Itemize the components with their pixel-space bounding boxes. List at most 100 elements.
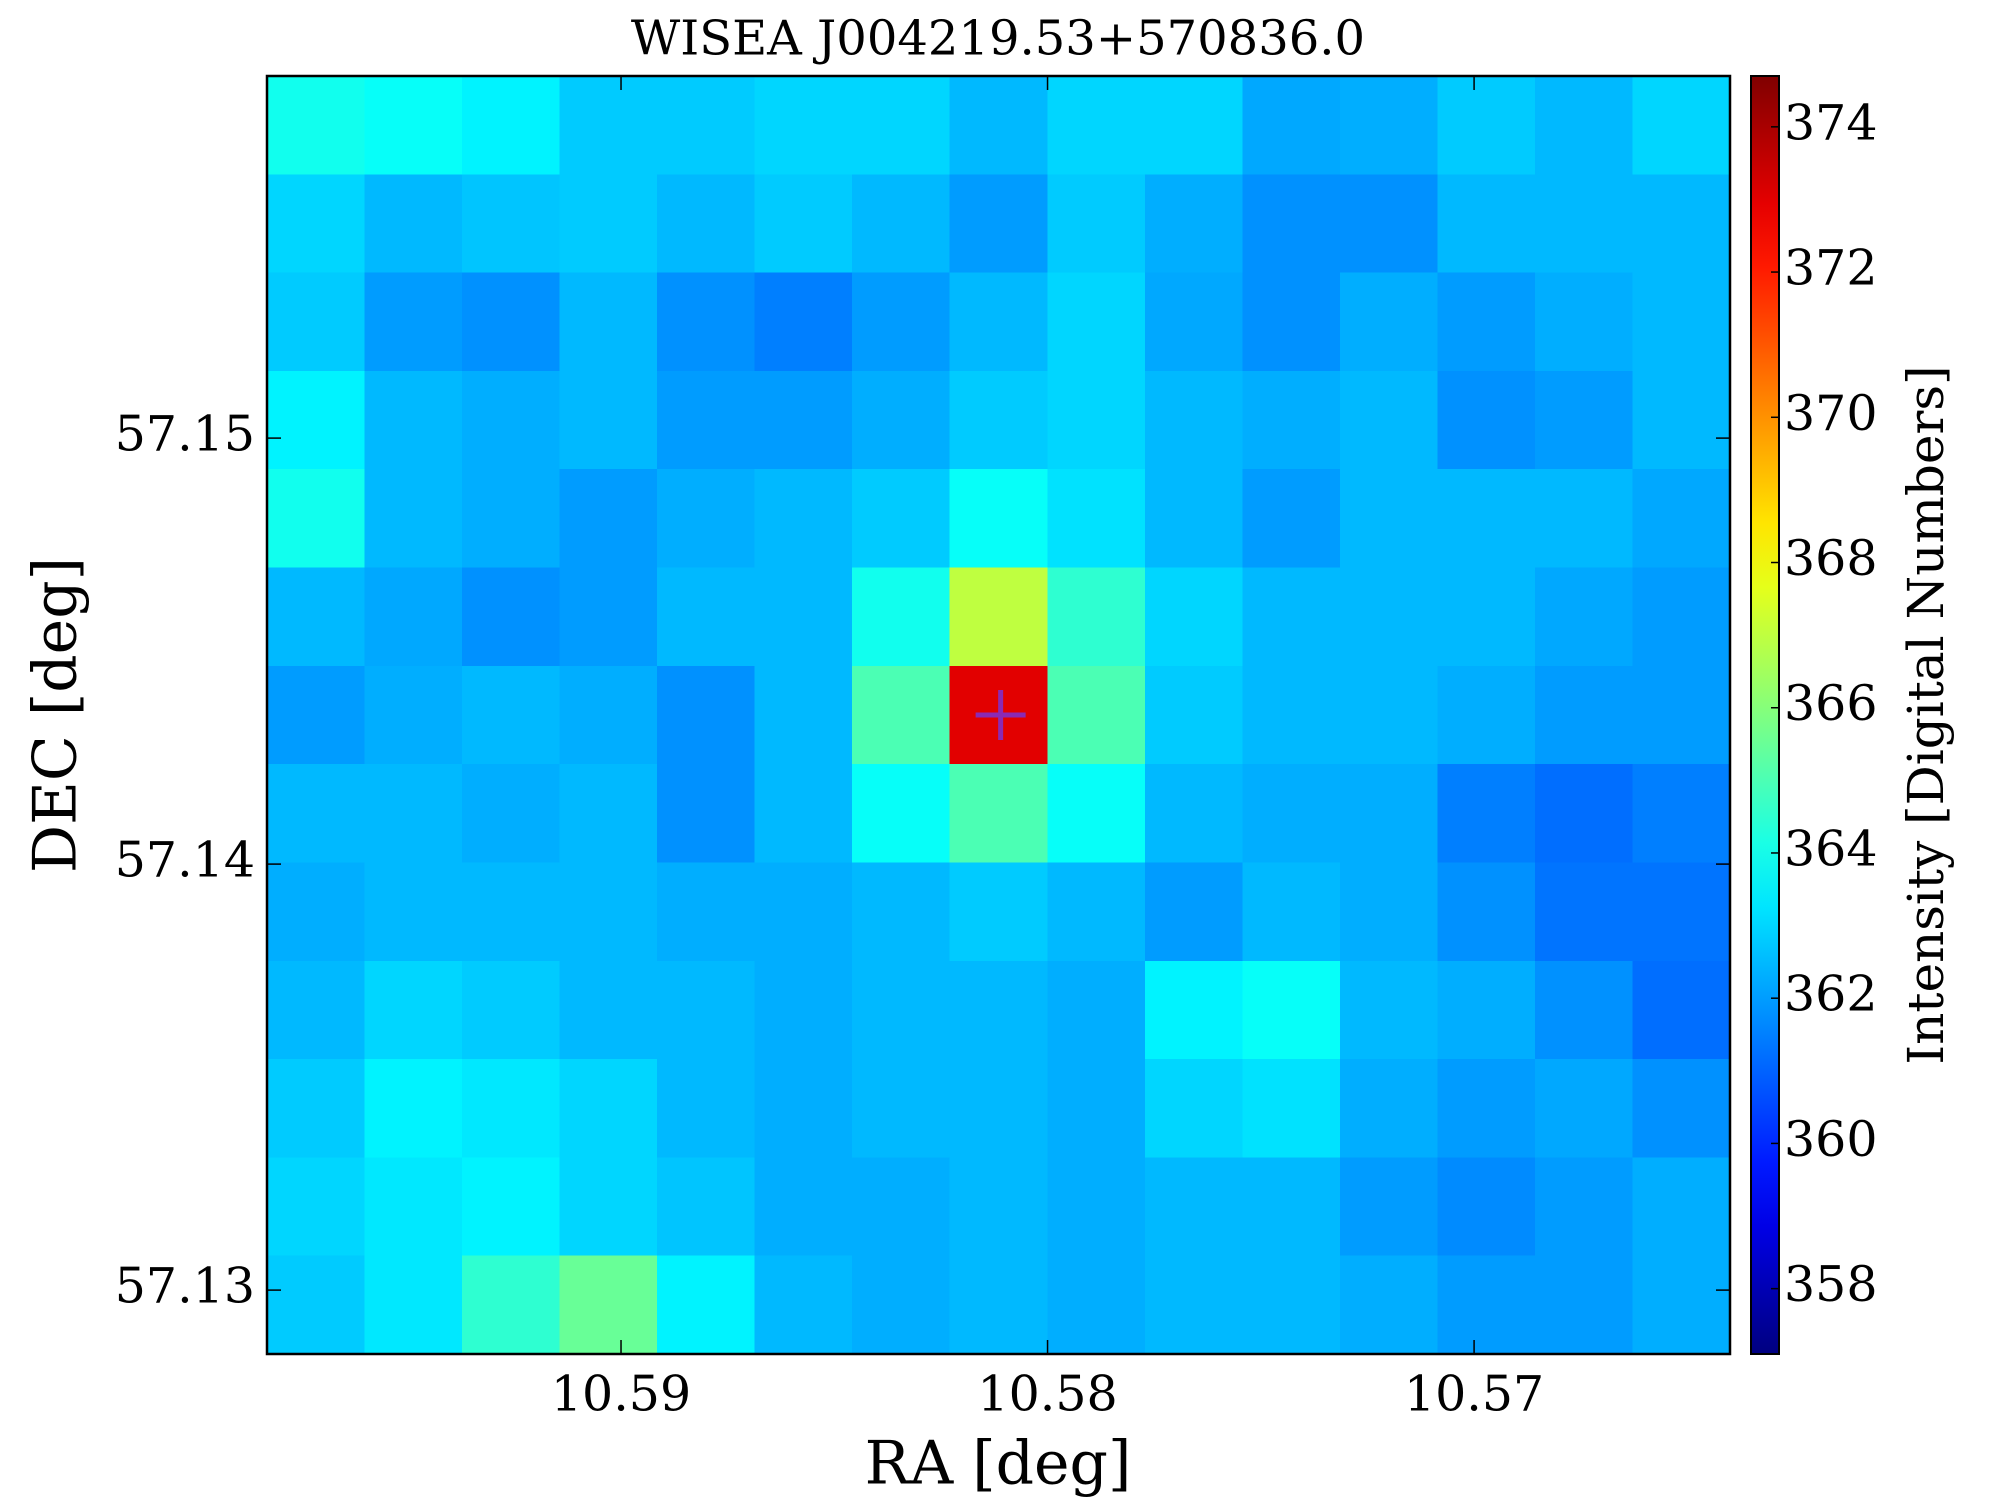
heatmap-cell bbox=[949, 1255, 1048, 1355]
heatmap-cell bbox=[364, 1157, 463, 1257]
heatmap-cell bbox=[267, 272, 366, 372]
heatmap-cell bbox=[364, 665, 463, 765]
heatmap-cell bbox=[949, 1157, 1048, 1257]
heatmap-cell bbox=[657, 1059, 756, 1158]
heatmap-cell bbox=[754, 76, 853, 175]
heatmap-cell bbox=[754, 272, 853, 372]
heatmap-cell bbox=[559, 567, 658, 667]
colorbar-tick-label: 358 bbox=[1784, 1256, 1878, 1313]
heatmap-cell bbox=[1534, 174, 1634, 274]
heatmap-cell bbox=[462, 1157, 561, 1257]
heatmap-cell bbox=[1534, 862, 1634, 962]
heatmap-cell bbox=[754, 370, 853, 470]
heatmap-cell bbox=[559, 469, 658, 569]
heatmap-cell bbox=[1047, 764, 1146, 864]
heatmap-cell bbox=[1047, 1059, 1146, 1158]
heatmap-cell bbox=[1534, 1157, 1634, 1257]
heatmap-cell bbox=[949, 174, 1048, 274]
heatmap-cell bbox=[462, 567, 561, 667]
heatmap-cell bbox=[1339, 1059, 1438, 1158]
heatmap-cell bbox=[852, 665, 951, 765]
heatmap-cell bbox=[1242, 370, 1341, 470]
heatmap-cell bbox=[852, 1059, 951, 1158]
heatmap-cell bbox=[1632, 764, 1731, 864]
colorbar-tick-label: 362 bbox=[1784, 966, 1878, 1023]
heatmap-cell bbox=[559, 665, 658, 765]
heatmap-cell bbox=[1437, 665, 1536, 765]
heatmap-cell bbox=[1242, 764, 1341, 864]
heatmap-cell bbox=[1339, 862, 1438, 962]
heatmap-cell bbox=[462, 1255, 561, 1355]
heatmap-cell bbox=[267, 174, 366, 274]
heatmap-cell bbox=[1632, 272, 1731, 372]
heatmap-cell bbox=[1242, 174, 1341, 274]
x-tick-label: 10.59 bbox=[551, 1366, 691, 1423]
heatmap-cell bbox=[852, 1157, 951, 1257]
y-axis-label: DEC [deg] bbox=[21, 557, 91, 873]
heatmap-cell bbox=[1534, 272, 1634, 372]
heatmap-cell bbox=[1242, 1059, 1341, 1158]
heatmap-cell bbox=[1144, 76, 1243, 175]
colorbar-tick-label: 366 bbox=[1784, 675, 1878, 732]
heatmap-cell bbox=[657, 370, 756, 470]
heatmap-cell bbox=[1242, 272, 1341, 372]
heatmap-cell bbox=[1339, 469, 1438, 569]
heatmap-cell bbox=[852, 567, 951, 667]
heatmap-cell bbox=[1632, 960, 1731, 1060]
heatmap-cell bbox=[754, 469, 853, 569]
colorbar-tick-label: 364 bbox=[1784, 820, 1878, 877]
heatmap-cell bbox=[1047, 960, 1146, 1060]
heatmap-cell bbox=[949, 272, 1048, 372]
heatmap-cell bbox=[267, 764, 366, 864]
heatmap-cell bbox=[852, 174, 951, 274]
heatmap-cell bbox=[462, 272, 561, 372]
heatmap-cell bbox=[852, 1255, 951, 1355]
heatmap-cell bbox=[364, 764, 463, 864]
heatmap-cell bbox=[364, 370, 463, 470]
heatmap-cell bbox=[754, 1157, 853, 1257]
colorbar-label: Intensity [Digital Numbers] bbox=[1897, 365, 1955, 1064]
heatmap-cell bbox=[657, 567, 756, 667]
heatmap-cell bbox=[267, 1059, 366, 1158]
heatmap-cell bbox=[1047, 567, 1146, 667]
heatmap-cell bbox=[1047, 174, 1146, 274]
y-tick-label: 57.13 bbox=[115, 1258, 255, 1315]
heatmap-cell bbox=[1242, 665, 1341, 765]
heatmap-cell bbox=[949, 960, 1048, 1060]
heatmap-cell bbox=[364, 567, 463, 667]
heatmap-cell bbox=[364, 76, 463, 175]
heatmap-cell bbox=[267, 1157, 366, 1257]
heatmap-cell bbox=[364, 174, 463, 274]
heatmap-cell bbox=[754, 665, 853, 765]
heatmap-cell bbox=[657, 960, 756, 1060]
heatmap-cell bbox=[1242, 1157, 1341, 1257]
heatmap-cell bbox=[1437, 1255, 1536, 1355]
heatmap-cell bbox=[1144, 1059, 1243, 1158]
heatmap-cell bbox=[462, 764, 561, 864]
heatmap-cell bbox=[1534, 567, 1634, 667]
heatmap-cell bbox=[267, 862, 366, 962]
heatmap-cell bbox=[1534, 665, 1634, 765]
heatmap-cell bbox=[462, 370, 561, 470]
heatmap-cell bbox=[1144, 862, 1243, 962]
heatmap-cell bbox=[657, 764, 756, 864]
heatmap-cell bbox=[559, 272, 658, 372]
heatmap-cell bbox=[1437, 1157, 1536, 1257]
plot-frame bbox=[265, 74, 1732, 1356]
heatmap-cell bbox=[1437, 469, 1536, 569]
heatmap-cell bbox=[1437, 174, 1536, 274]
heatmap-cell bbox=[1534, 76, 1634, 175]
heatmap-cell bbox=[1144, 567, 1243, 667]
heatmap-cell bbox=[657, 1157, 756, 1257]
heatmap-cell bbox=[1437, 567, 1536, 667]
heatmap-cell bbox=[1339, 174, 1438, 274]
heatmap-cell bbox=[559, 764, 658, 864]
heatmap-cell bbox=[949, 370, 1048, 470]
heatmap-cell bbox=[949, 1059, 1048, 1158]
heatmap-cell bbox=[462, 469, 561, 569]
heatmap-cell bbox=[1047, 469, 1146, 569]
heatmap-cell bbox=[1339, 370, 1438, 470]
heatmap-cell bbox=[1339, 567, 1438, 667]
heatmap-cell bbox=[1632, 1157, 1731, 1257]
